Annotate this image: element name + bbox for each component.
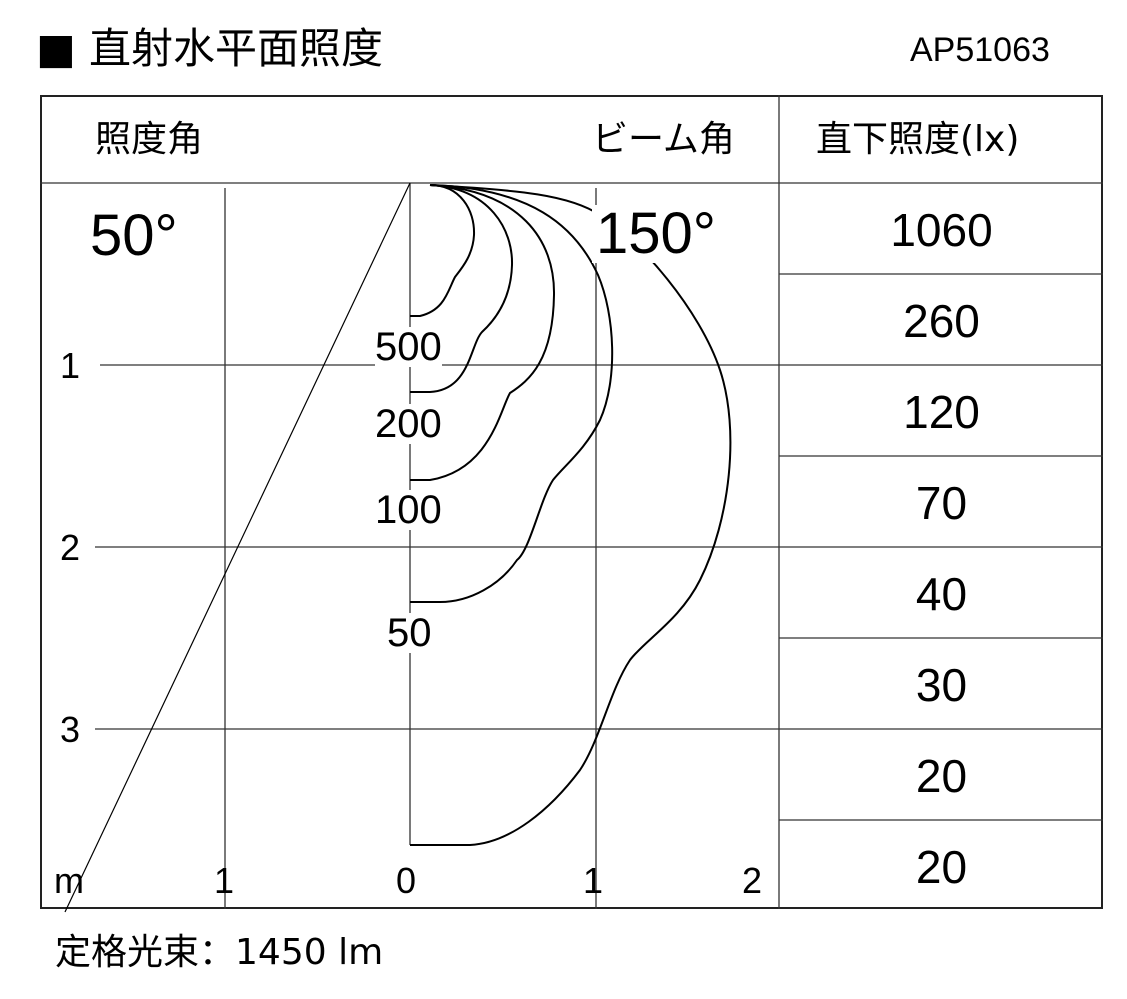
x-tick: 1 xyxy=(583,860,604,901)
contour-50 xyxy=(410,184,614,603)
direct-illuminance-label: 直下照度(lx) xyxy=(816,119,1020,160)
x-tick: 0 xyxy=(396,860,417,901)
x-tick: 1 xyxy=(214,860,235,901)
direct-illuminance-cell: 70 xyxy=(915,476,968,529)
contour-label-100: 100 xyxy=(375,488,442,532)
direct-illuminance-cell: 120 xyxy=(903,385,980,438)
flux-label: 定格光束： xyxy=(55,932,236,973)
contour-outer xyxy=(410,184,732,846)
x-tick: 2 xyxy=(742,860,763,901)
model-number: AP51063 xyxy=(910,31,1050,69)
direct-illuminance-cell: 1060 xyxy=(890,203,993,256)
direct-illuminance-cell: 20 xyxy=(915,749,968,802)
contour-label-500: 500 xyxy=(375,325,442,369)
contour-label-50: 50 xyxy=(387,611,432,655)
contour-200 xyxy=(410,184,514,393)
y-tick: 3 xyxy=(60,709,81,750)
rated-luminous-flux: 定格光束：1450 lm xyxy=(55,935,383,971)
illuminance-angle-label: 照度角 xyxy=(95,119,204,160)
flux-value: 1450 lm xyxy=(235,932,384,973)
contour-label-200: 200 xyxy=(375,402,442,446)
direct-illuminance-cell: 260 xyxy=(903,294,980,347)
contour-100 xyxy=(410,184,556,481)
direct-illuminance-cell: 40 xyxy=(915,567,968,620)
page-title: ■ 直射水平面照度 xyxy=(36,24,384,73)
beam-angle-label: ビーム角 xyxy=(592,119,735,160)
chart-frame xyxy=(40,95,1103,909)
direct-illuminance-cell: 20 xyxy=(915,840,968,893)
direct-illuminance-cell: 30 xyxy=(915,658,968,711)
illuminance-angle-line xyxy=(64,182,411,913)
contour-500 xyxy=(410,184,476,317)
illuminance-angle-value: 50° xyxy=(86,207,182,265)
y-tick: 1 xyxy=(60,345,81,386)
y-tick: 2 xyxy=(60,527,81,568)
unit-label: m xyxy=(54,860,84,901)
beam-angle-value: 150° xyxy=(592,205,720,263)
